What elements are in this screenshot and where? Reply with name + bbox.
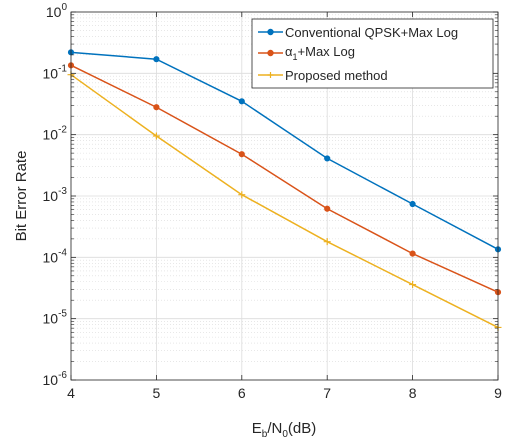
x-tick-labels: 4 5 6 7 8 9	[67, 385, 502, 401]
data-point	[323, 238, 331, 246]
legend-marker-proposed	[267, 72, 274, 78]
y-tick-label: 100	[46, 2, 68, 20]
y-axis-label: Bit Error Rate	[13, 151, 30, 242]
series-line-2	[70, 74, 499, 329]
data-point	[324, 205, 331, 212]
y-tick-label: 10-2	[43, 125, 68, 143]
data-point	[409, 281, 417, 289]
axis-ticks	[70, 11, 499, 381]
data-point	[153, 104, 160, 111]
legend-box	[251, 18, 494, 89]
data-point	[238, 98, 245, 105]
x-tick-label: 4	[67, 385, 75, 401]
x-axis-label: Eb/N0(dB)	[252, 420, 316, 440]
legend-marker-alpha1	[267, 49, 274, 57]
legend-marker-conventional	[267, 28, 274, 36]
legend-label-proposed: Proposed method	[285, 68, 388, 83]
x-tick-label: 6	[238, 385, 246, 401]
data-point	[409, 200, 416, 208]
y-tick-labels: 100 10-1 10-2 10-3 10-4 10-5 10-6	[43, 2, 68, 388]
series-layer	[67, 49, 502, 331]
legend-item-alpha1: α1+Max Log	[258, 44, 355, 62]
x-tick-label: 9	[494, 385, 502, 401]
legend: Conventional QPSK+Max Log α1+Max Log Pro…	[251, 18, 494, 89]
data-point	[409, 250, 416, 257]
x-tick-label: 8	[409, 385, 417, 401]
data-point	[152, 132, 160, 140]
data-point	[238, 151, 245, 158]
data-point	[238, 191, 246, 199]
y-tick-label: 10-1	[43, 63, 68, 81]
y-tick-label: 10-6	[43, 370, 68, 388]
y-tick-label: 10-3	[43, 186, 68, 204]
data-point	[324, 155, 331, 162]
x-tick-label: 5	[153, 385, 161, 401]
series-line-0	[70, 51, 499, 251]
y-tick-label: 10-4	[43, 247, 68, 265]
y-tick-label: 10-5	[43, 309, 68, 327]
legend-item-proposed: Proposed method	[258, 68, 388, 83]
x-tick-label: 7	[323, 385, 331, 401]
legend-label-conventional: Conventional QPSK+Max Log	[285, 25, 458, 40]
series-line-1	[70, 64, 499, 293]
data-point	[153, 56, 160, 63]
legend-label-alpha1: α1+Max Log	[285, 44, 355, 62]
legend-item-conventional: Conventional QPSK+Max Log	[258, 25, 458, 40]
